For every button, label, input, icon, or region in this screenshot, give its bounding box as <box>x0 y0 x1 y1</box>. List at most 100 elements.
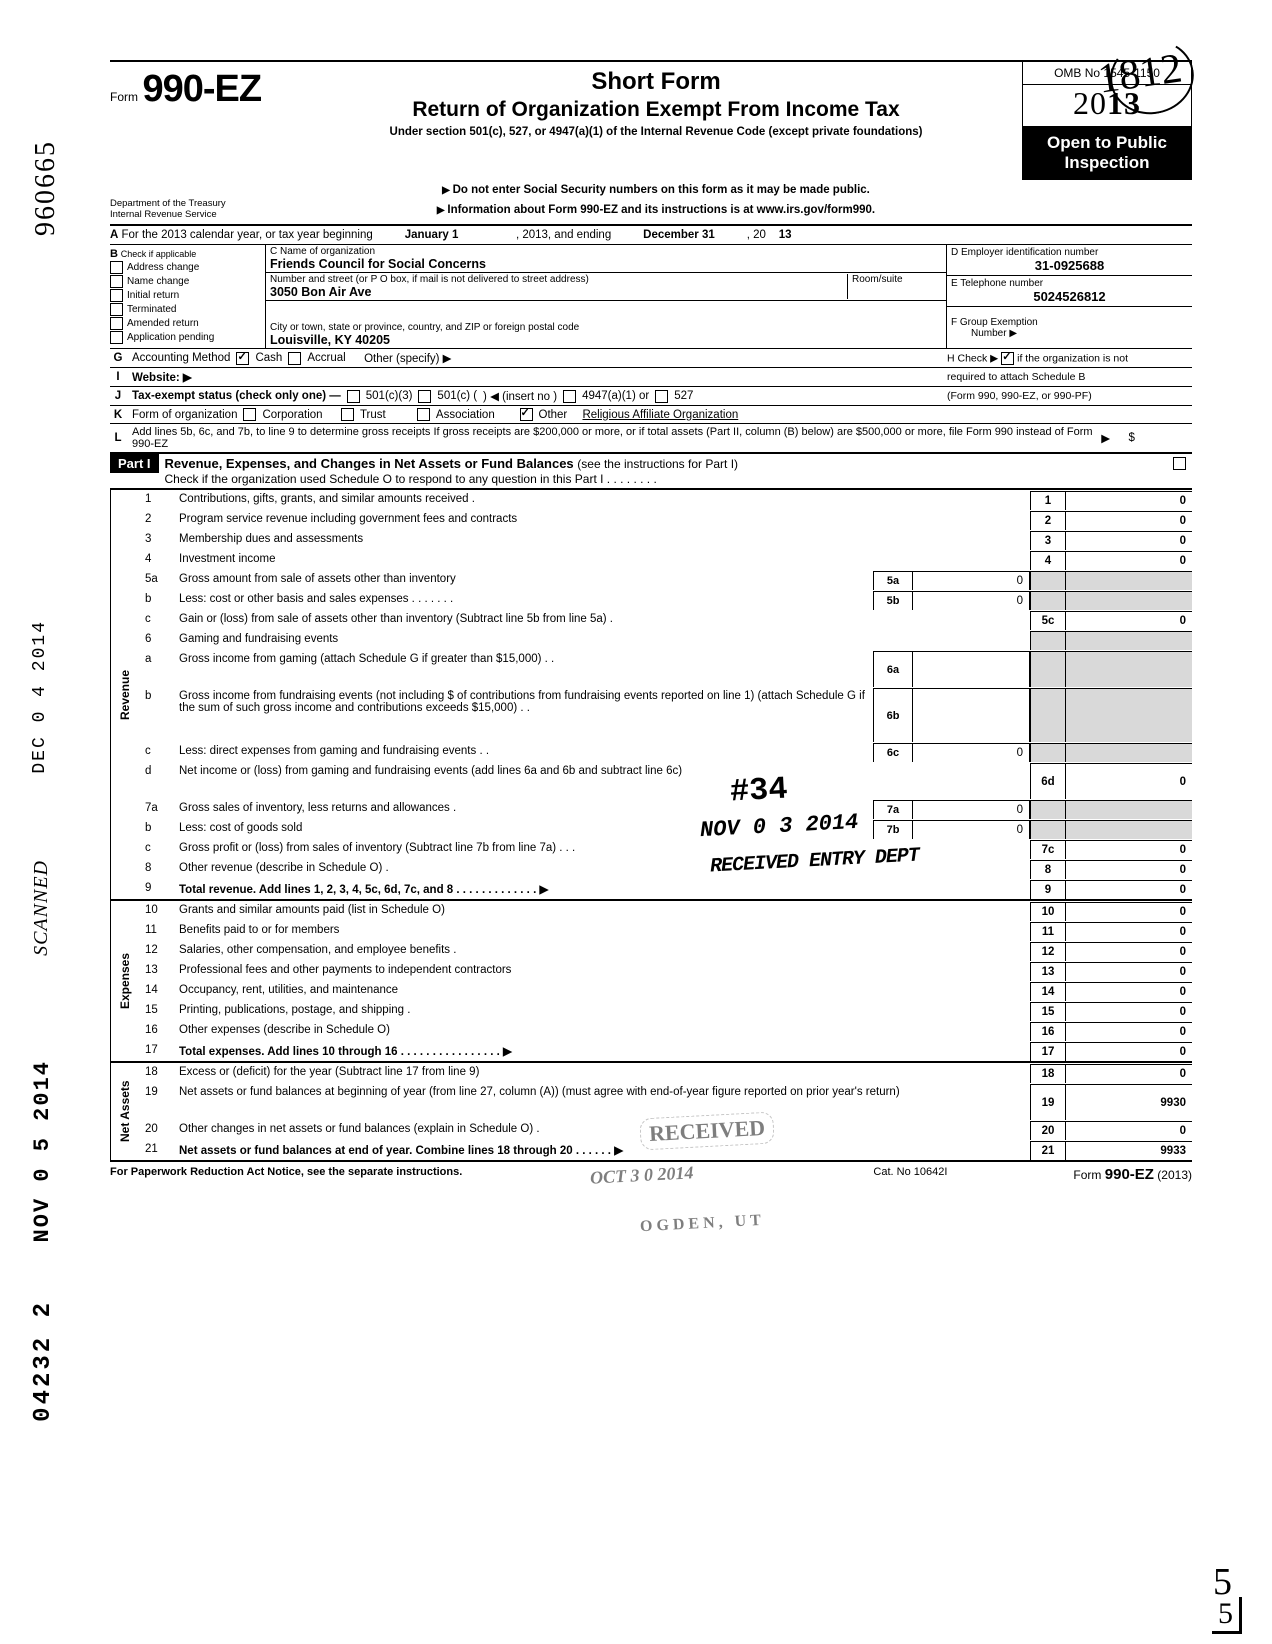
ln6c-mv: 0 <box>913 743 1030 762</box>
status-lines: G Accounting Method Cash Accrual Other (… <box>110 349 1192 454</box>
b-item-1: Name change <box>127 276 189 287</box>
k-other-val: Religious Affiliate Organization <box>582 409 738 421</box>
ln8-num: 8 <box>139 860 179 879</box>
ln5c-r: 5c <box>1030 611 1066 630</box>
ln15-desc: Printing, publications, postage, and shi… <box>179 1002 1030 1021</box>
chk-assoc[interactable] <box>417 408 430 421</box>
col-def: D Employer identification number31-09256… <box>946 245 1192 348</box>
form-number: 990-EZ <box>142 68 261 110</box>
ln19-num: 19 <box>139 1084 179 1120</box>
expenses-label: Expenses <box>110 901 139 1061</box>
ln17-v: 0 <box>1066 1042 1192 1061</box>
ln10-v: 0 <box>1066 902 1192 921</box>
chk-other[interactable] <box>520 408 533 421</box>
chk-accrual[interactable] <box>288 352 301 365</box>
row-a-suffix: , 20 <box>747 229 766 241</box>
j-label: Tax-exempt status (check only one) — <box>132 390 341 402</box>
ln13-v: 0 <box>1066 962 1192 981</box>
ln18-num: 18 <box>139 1064 179 1083</box>
row-a-mid: , 2013, and ending <box>516 229 611 241</box>
sub-header: Department of the Treasury Internal Reve… <box>110 180 1192 226</box>
ln6-num: 6 <box>139 631 179 650</box>
ln10-desc: Grants and similar amounts paid (list in… <box>179 902 1030 921</box>
ln7b-vs <box>1066 820 1192 839</box>
chk-terminated[interactable] <box>110 303 123 316</box>
g-cash: Cash <box>255 352 282 364</box>
part1-sub: Check if the organization used Schedule … <box>165 472 657 486</box>
chk-501c[interactable] <box>418 390 431 403</box>
footer-pre: Form <box>1073 1168 1104 1182</box>
chk-501c3[interactable] <box>347 390 360 403</box>
ln6b-num: b <box>139 688 179 742</box>
part1-bar: Part I <box>110 454 159 473</box>
under-section-text: Under section 501(c), 527, or 4947(a)(1)… <box>290 126 1022 138</box>
ln21-v: 9933 <box>1066 1141 1192 1160</box>
open-to-public-box: Open to PublicInspection <box>1022 126 1192 180</box>
chk-cash[interactable] <box>236 352 249 365</box>
ln6a-rs <box>1030 651 1066 687</box>
ln1-num: 1 <box>139 491 179 510</box>
chk-initial-return[interactable] <box>110 289 123 302</box>
chk-amended[interactable] <box>110 317 123 330</box>
ln6d-r: 6d <box>1030 763 1066 799</box>
chk-4947[interactable] <box>563 390 576 403</box>
col-b: B Check if applicable Address change Nam… <box>110 245 266 348</box>
ln3-r: 3 <box>1030 531 1066 550</box>
b-item-3: Terminated <box>127 304 176 315</box>
ln5b-mv: 0 <box>913 591 1030 610</box>
d-label: D Employer identification number <box>951 247 1188 258</box>
ln5c-v: 0 <box>1066 611 1192 630</box>
k-label: Form of organization <box>132 409 237 421</box>
k-trust: Trust <box>360 409 386 421</box>
ln15-num: 15 <box>139 1002 179 1021</box>
ln6a-desc: Gross income from gaming (attach Schedul… <box>179 651 873 687</box>
ln1-v: 0 <box>1066 491 1192 510</box>
c-label-city: City or town, state or province, country… <box>270 322 942 333</box>
chk-trust[interactable] <box>341 408 354 421</box>
j-letter: J <box>110 390 126 402</box>
ln21-num: 21 <box>139 1141 179 1160</box>
chk-app-pending[interactable] <box>110 331 123 344</box>
ln19-desc: Net assets or fund balances at beginning… <box>179 1084 1030 1120</box>
ln3-v: 0 <box>1066 531 1192 550</box>
b-check-if: Check if applicable <box>121 249 197 259</box>
ln9-desc: Total revenue. Add lines 1, 2, 3, 4, 5c,… <box>179 880 1030 899</box>
b-item-4: Amended return <box>127 318 199 329</box>
c-label-addr: Number and street (or P O box, if mail i… <box>270 274 589 285</box>
chk-part1-scho[interactable] <box>1173 457 1186 470</box>
row-a-tax-year: A For the 2013 calendar year, or tax yea… <box>110 226 1192 245</box>
chk-name-change[interactable] <box>110 275 123 288</box>
footer: For Paperwork Reduction Act Notice, see … <box>110 1162 1192 1183</box>
ln12-num: 12 <box>139 942 179 961</box>
org-city: Louisville, KY 40205 <box>270 333 942 347</box>
chk-527[interactable] <box>655 390 668 403</box>
ln21-desc: Net assets or fund balances at end of ye… <box>179 1141 1030 1160</box>
ln7c-num: c <box>139 840 179 859</box>
ln2-v: 0 <box>1066 511 1192 530</box>
ln5b-desc: Less: cost or other basis and sales expe… <box>179 591 873 610</box>
ln6-vs <box>1066 631 1192 650</box>
chk-corp[interactable] <box>243 408 256 421</box>
ln5a-vs <box>1066 571 1192 590</box>
ln20-r: 20 <box>1030 1121 1066 1140</box>
ln16-desc: Other expenses (describe in Schedule O) <box>179 1022 1030 1041</box>
info-grid: B Check if applicable Address change Nam… <box>110 245 1192 349</box>
ln6d-desc: Net income or (loss) from gaming and fun… <box>179 763 1030 799</box>
ln11-v: 0 <box>1066 922 1192 941</box>
revenue-section: Revenue 1Contributions, gifts, grants, a… <box>110 490 1192 901</box>
ln14-num: 14 <box>139 982 179 1001</box>
info-notice: Information about Form 990-EZ and its in… <box>290 204 1022 216</box>
ln17-desc: Total expenses. Add lines 10 through 16 … <box>179 1042 1030 1061</box>
ln6c-mb: 6c <box>873 743 913 762</box>
ln6d-num: d <box>139 763 179 799</box>
chk-h[interactable] <box>1001 352 1014 365</box>
ln16-num: 16 <box>139 1022 179 1041</box>
ln7c-r: 7c <box>1030 840 1066 859</box>
dept-treasury: Department of the Treasury <box>110 198 290 209</box>
ln6a-num: a <box>139 651 179 687</box>
j-501c3: 501(c)(3) <box>366 390 413 402</box>
chk-address-change[interactable] <box>110 261 123 274</box>
ln7c-desc: Gross profit or (loss) from sales of inv… <box>179 840 1030 859</box>
ln2-r: 2 <box>1030 511 1066 530</box>
ln7a-mv: 0 <box>913 800 1030 819</box>
